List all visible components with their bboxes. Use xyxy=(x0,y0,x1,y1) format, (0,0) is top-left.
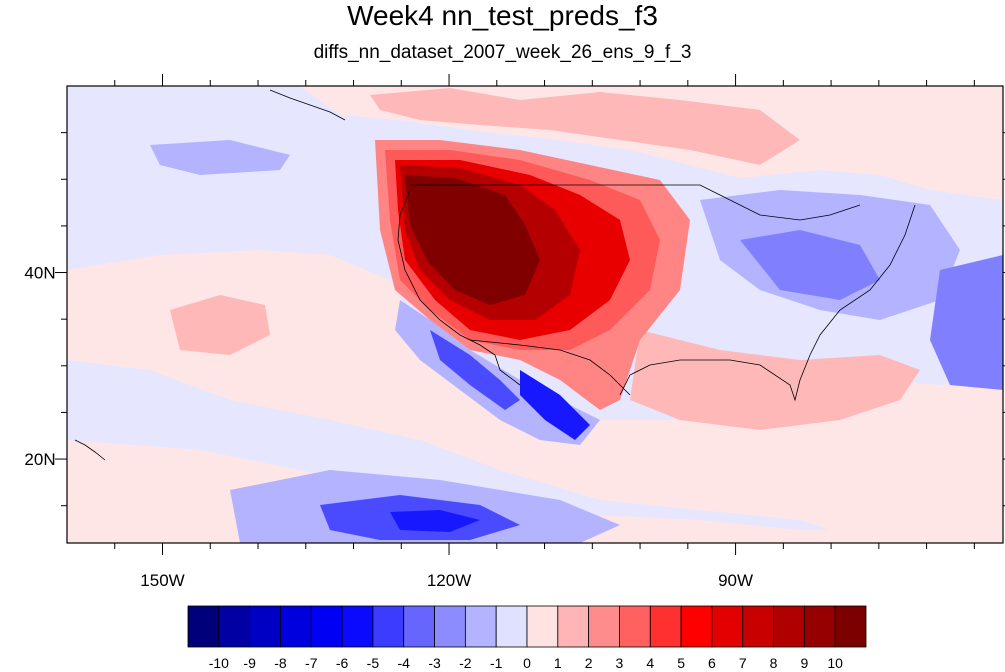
hawaii xyxy=(74,439,106,461)
colorbar-label: 8 xyxy=(770,655,778,671)
x-tick-label: 120W xyxy=(427,571,471,590)
map-title: Week4 nn_test_preds_f3 xyxy=(347,0,658,31)
y-tick-label: 20N xyxy=(24,450,55,469)
axis-ticks xyxy=(55,74,1005,555)
colorbar-swatch xyxy=(372,605,405,648)
colorbar-label: -3 xyxy=(428,655,441,671)
map-outlines xyxy=(74,89,916,461)
field-negative-2-pacific xyxy=(150,140,290,175)
field-positive-2-east xyxy=(630,330,920,430)
colorbar-swatch xyxy=(434,605,466,648)
colorbar-label: -2 xyxy=(459,655,472,671)
colorbar-label: -8 xyxy=(274,655,287,671)
coastline-west xyxy=(397,189,521,386)
axis-tick-labels: 150W 120W 90W 40N 20N xyxy=(24,264,753,590)
colorbar-swatch xyxy=(526,605,559,648)
colorbar-swatch xyxy=(773,605,805,648)
colorbar-swatch xyxy=(711,605,744,648)
colorbar-swatch xyxy=(834,605,867,648)
colorbar-label: -5 xyxy=(367,655,380,671)
colorbar-label: -9 xyxy=(243,655,256,671)
colorbar-label: 10 xyxy=(827,655,843,671)
colorbar-swatch xyxy=(495,605,528,648)
border-us-mexico xyxy=(469,339,631,396)
colorbar-label: 7 xyxy=(739,655,747,671)
x-tick-label: 90W xyxy=(718,571,753,590)
colorbar-label: -4 xyxy=(398,655,411,671)
field-negative-3-atlantic xyxy=(930,255,1003,390)
colorbar-swatch xyxy=(187,605,220,648)
colorbar-swatch xyxy=(649,605,682,648)
alaska-coast xyxy=(269,89,346,121)
colorbar-label: 4 xyxy=(646,655,654,671)
colorbar-label: -10 xyxy=(209,655,229,671)
colorbar-swatch xyxy=(249,605,281,648)
colorbar-label: 5 xyxy=(677,655,685,671)
colorbar-label: 1 xyxy=(554,655,562,671)
field-positive-10 xyxy=(405,175,540,305)
plot-frame xyxy=(66,85,1004,544)
y-tick-label: 40N xyxy=(24,264,55,283)
colorbar-swatch xyxy=(341,605,374,648)
colorbar-swatch xyxy=(680,605,713,648)
colorbar-label: 2 xyxy=(585,655,593,671)
colorbar-labels: -10 -9 -8 -7 -6 -5 -4 -3 -2 -1 0 1 2 3 4 5 6 7 8 9 10 xyxy=(209,655,843,671)
map-subtitle: diffs_nn_dataset_2007_week_26_ens_9_f_3 xyxy=(313,42,692,63)
colorbar-swatch xyxy=(464,605,497,648)
colorbar-label: -1 xyxy=(490,655,503,671)
field-positive-2-pacific xyxy=(170,295,270,355)
field-negative-6-south xyxy=(390,510,480,532)
colorbar-swatch xyxy=(280,605,312,648)
colorbar-swatch xyxy=(619,605,651,648)
colorbar-swatch xyxy=(218,605,251,648)
colorbar-label: -6 xyxy=(336,655,349,671)
colorbar-swatch xyxy=(588,605,620,648)
colorbar-swatch xyxy=(742,605,774,648)
colorbar-label: 3 xyxy=(616,655,624,671)
colorbar-swatch xyxy=(310,605,343,648)
field-positive-2 xyxy=(370,88,800,165)
border-canada-us xyxy=(410,184,861,221)
colorbar-label: -7 xyxy=(305,655,318,671)
colorbar-label: 0 xyxy=(523,655,531,671)
field-negative-5-baja xyxy=(430,330,520,410)
field-weak-positive-central xyxy=(67,250,1003,543)
coastline-gulf xyxy=(619,204,916,402)
colorbar-swatch xyxy=(403,605,435,648)
colorbar xyxy=(187,605,867,648)
field-negative-3-northeast xyxy=(740,230,880,300)
colorbar-label: 9 xyxy=(800,655,808,671)
colorbar-swatch xyxy=(803,605,836,648)
x-tick-label: 150W xyxy=(140,571,184,590)
colorbar-swatch xyxy=(557,605,590,648)
colorbar-label: 6 xyxy=(708,655,716,671)
temperature-difference-field xyxy=(67,86,1003,543)
field-negative-6-mexico xyxy=(520,370,590,440)
